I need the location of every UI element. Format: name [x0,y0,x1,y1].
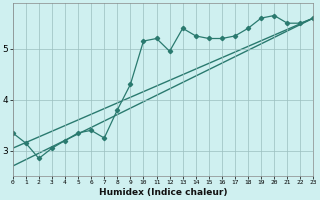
X-axis label: Humidex (Indice chaleur): Humidex (Indice chaleur) [99,188,227,197]
